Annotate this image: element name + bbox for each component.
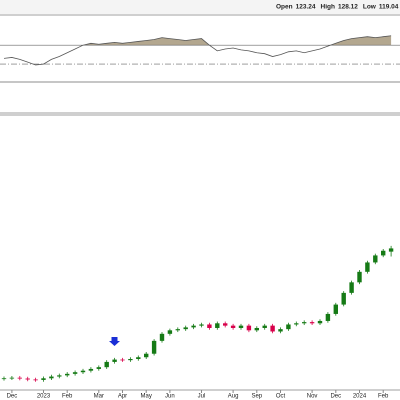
candle-body bbox=[65, 373, 70, 376]
x-tick-label: Apr bbox=[118, 394, 127, 400]
x-tick-label: Jun bbox=[165, 394, 175, 400]
x-tick-label: 2023 bbox=[37, 394, 51, 400]
candle-body bbox=[349, 282, 354, 293]
candle-body bbox=[317, 320, 323, 324]
candle-body bbox=[72, 372, 78, 374]
empty-panel bbox=[0, 81, 400, 114]
candle-body bbox=[373, 255, 378, 263]
candle-body bbox=[159, 333, 165, 341]
candle-body bbox=[286, 324, 291, 330]
x-tick-label: Dec bbox=[330, 394, 341, 400]
candle-body bbox=[88, 368, 94, 371]
header-value: 123.24 bbox=[296, 4, 316, 11]
overbought-area bbox=[4, 35, 392, 46]
candle-body bbox=[215, 323, 220, 328]
candle-body bbox=[167, 330, 173, 334]
candle-body bbox=[230, 325, 236, 328]
candle-body bbox=[120, 359, 125, 361]
candle-body bbox=[365, 262, 370, 272]
header-label: Open bbox=[276, 4, 293, 11]
x-tick-label: 2024 bbox=[353, 394, 367, 400]
candle-body bbox=[191, 325, 196, 328]
candle-body bbox=[223, 323, 228, 326]
price-panel bbox=[0, 114, 400, 391]
candle-body bbox=[309, 322, 315, 324]
candle-body bbox=[104, 361, 109, 368]
candle-body bbox=[381, 250, 386, 256]
header-bar bbox=[0, 0, 400, 14]
candle-body bbox=[112, 359, 117, 362]
candle-body bbox=[325, 313, 331, 321]
candle-body bbox=[183, 327, 188, 330]
candle-body bbox=[341, 292, 346, 305]
candle-body bbox=[333, 304, 338, 314]
candle-body bbox=[80, 370, 86, 373]
candle-body bbox=[246, 325, 252, 331]
candle-body bbox=[254, 327, 259, 331]
header-value: 128.12 bbox=[338, 4, 358, 11]
x-tick-label: Mar bbox=[94, 394, 104, 400]
candle-body bbox=[302, 322, 307, 324]
candle-body bbox=[25, 378, 30, 380]
x-tick-label: Feb bbox=[62, 394, 73, 400]
candle-body bbox=[175, 329, 180, 331]
candle-body bbox=[238, 325, 244, 328]
candle-body bbox=[17, 377, 22, 379]
x-tick-label: Nov bbox=[307, 394, 318, 400]
x-tick-label: Oct bbox=[276, 394, 286, 400]
candle-body bbox=[270, 325, 275, 332]
candle-body bbox=[151, 340, 157, 354]
candle-body bbox=[144, 353, 149, 358]
x-tick-label: Sep bbox=[251, 394, 262, 400]
x-tick-label: Aug bbox=[228, 394, 239, 400]
indicator-line bbox=[3, 35, 392, 66]
x-tick-label: May bbox=[141, 394, 152, 400]
header-label: Low bbox=[363, 4, 377, 11]
candle-body bbox=[207, 324, 212, 328]
candle-body bbox=[96, 367, 101, 369]
candle-body bbox=[41, 378, 46, 380]
header-label: High bbox=[321, 4, 335, 11]
candle-body bbox=[388, 248, 394, 252]
candle-body bbox=[199, 324, 204, 326]
candle-body bbox=[294, 323, 299, 325]
candle-body bbox=[262, 325, 267, 328]
header-value: 119.04 bbox=[379, 4, 399, 11]
x-tick-label: Dec bbox=[7, 394, 18, 400]
candle-body bbox=[9, 377, 15, 379]
arrow-marker bbox=[109, 337, 120, 346]
x-tick-label: Jul bbox=[198, 394, 206, 400]
x-tick-label: Feb bbox=[378, 394, 389, 400]
candle-body bbox=[33, 379, 38, 381]
candle-body bbox=[49, 376, 54, 379]
candle-body bbox=[128, 358, 133, 361]
candle-body bbox=[57, 375, 62, 377]
candle-body bbox=[136, 357, 141, 359]
candle-body bbox=[1, 378, 7, 380]
candle-body bbox=[278, 329, 283, 332]
candle-body bbox=[357, 271, 362, 283]
